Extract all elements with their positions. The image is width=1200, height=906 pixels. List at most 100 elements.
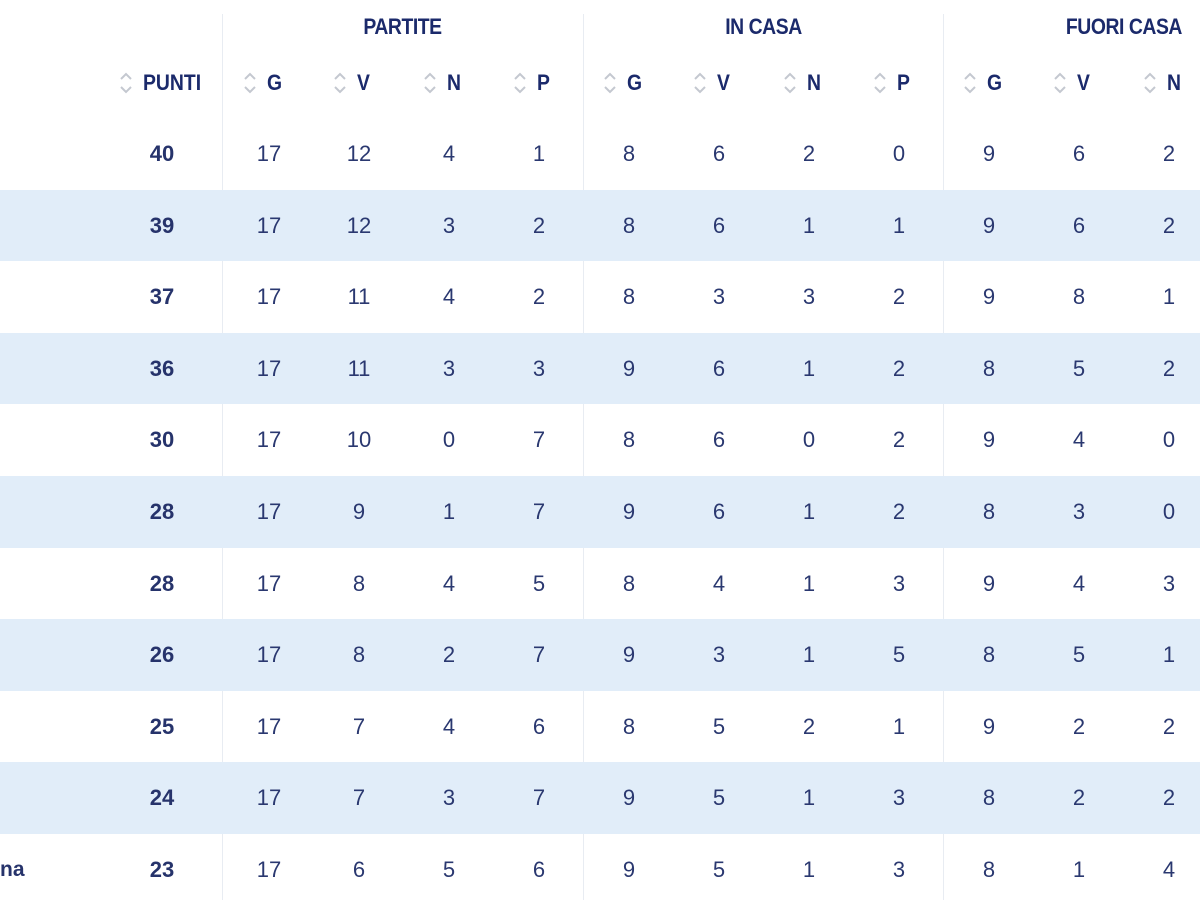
cell-partite-n: 5 [442, 856, 456, 882]
cell-fuori-casa-n: 2 [1162, 713, 1176, 739]
column-label: N [1167, 70, 1181, 95]
sort-updown-icon [782, 70, 798, 96]
table-row[interactable]: 37 17 11 4 2 8 3 3 2 9 8 1 [0, 261, 1200, 333]
cell-punti: 40 [149, 141, 175, 166]
cell-fuori-casa-v: 2 [1072, 785, 1086, 811]
sort-header-fuori-casa-n[interactable]: N [1142, 66, 1183, 100]
table-row[interactable]: 39 17 12 3 2 8 6 1 1 9 6 2 [0, 189, 1200, 262]
sort-updown-icon [692, 70, 708, 96]
sort-header-fuori-casa-g[interactable]: G [962, 66, 1004, 100]
cell-fuori-casa-g: 9 [982, 570, 996, 596]
cell-partite-p: 7 [532, 427, 546, 453]
cell-partite-v: 12 [346, 141, 372, 166]
column-label: V [357, 70, 370, 95]
standings-rows: 40 17 12 4 1 8 6 2 0 9 6 2 39 17 12 3 2 8 6 1 1 9 6 2 37 17 11 4 2 8 3… [0, 118, 1200, 906]
column-divider [583, 14, 584, 900]
cell-partite-v: 11 [347, 284, 371, 310]
sort-updown-icon [512, 70, 528, 96]
cell-partite-v: 9 [352, 498, 366, 524]
table-row[interactable]: 36 17 11 3 3 9 6 1 2 8 5 2 [0, 332, 1200, 405]
sort-updown-icon [422, 70, 438, 96]
cell-partite-v: 6 [352, 856, 366, 882]
cell-punti: 37 [149, 284, 175, 310]
table-row[interactable]: 25 17 7 4 6 8 5 2 1 9 2 2 [0, 691, 1200, 763]
cell-in-casa-p: 2 [892, 498, 906, 524]
cell-fuori-casa-v: 3 [1072, 498, 1086, 524]
cell-partite-p: 7 [532, 498, 546, 524]
sort-header-partite-p[interactable]: P [512, 66, 552, 100]
cell-in-casa-n: 1 [802, 498, 816, 524]
cell-in-casa-g: 9 [622, 856, 636, 882]
cell-fuori-casa-g: 9 [982, 284, 996, 310]
sort-updown-icon [242, 70, 258, 96]
sort-header-fuori-casa-v[interactable]: V [1052, 66, 1092, 100]
cell-fuori-casa-n: 0 [1162, 427, 1176, 453]
cell-partite-v: 7 [352, 785, 366, 811]
cell-in-casa-g: 8 [622, 713, 636, 739]
column-label: P [537, 70, 550, 95]
cell-in-casa-p: 3 [892, 785, 906, 811]
cell-in-casa-v: 6 [712, 498, 726, 524]
cell-in-casa-n: 2 [802, 713, 816, 739]
cell-fuori-casa-n: 4 [1162, 856, 1176, 882]
sort-updown-icon [118, 70, 134, 96]
team-name[interactable]: na [0, 857, 25, 881]
cell-punti: 28 [149, 498, 175, 524]
sort-header-punti[interactable]: PUNTI [118, 66, 209, 100]
sort-header-in-casa-g[interactable]: G [602, 66, 644, 100]
cell-punti: 26 [149, 642, 175, 668]
cell-partite-g: 17 [256, 498, 282, 524]
group-header-in-casa: IN CASA [725, 14, 802, 39]
sort-header-partite-n[interactable]: N [422, 66, 463, 100]
cell-in-casa-g: 8 [622, 427, 636, 453]
column-divider [943, 14, 944, 900]
table-row[interactable]: 24 17 7 3 7 9 5 1 3 8 2 2 [0, 762, 1200, 834]
cell-fuori-casa-n: 1 [1162, 284, 1176, 310]
column-label: G [627, 70, 643, 95]
cell-partite-p: 3 [532, 355, 546, 381]
table-row[interactable]: 30 17 10 0 7 8 6 0 2 9 4 0 [0, 404, 1200, 476]
cell-partite-v: 7 [352, 713, 366, 739]
table-row[interactable]: na 23 17 6 5 6 9 5 1 3 8 1 4 [0, 834, 1200, 906]
cell-partite-n: 2 [442, 642, 456, 668]
cell-fuori-casa-g: 8 [982, 498, 996, 524]
table-row[interactable]: 40 17 12 4 1 8 6 2 0 9 6 2 [0, 118, 1200, 190]
cell-in-casa-v: 3 [712, 284, 726, 310]
cell-partite-n: 3 [442, 212, 456, 238]
sort-header-partite-g[interactable]: G [242, 66, 284, 100]
cell-fuori-casa-n: 0 [1162, 498, 1176, 524]
column-label: V [1077, 70, 1090, 95]
cell-partite-p: 1 [532, 141, 546, 166]
cell-fuori-casa-g: 9 [982, 212, 996, 238]
cell-in-casa-g: 9 [622, 785, 636, 811]
sort-header-in-casa-v[interactable]: V [692, 66, 732, 100]
sort-updown-icon [1142, 70, 1158, 96]
cell-partite-g: 17 [256, 141, 282, 166]
cell-in-casa-p: 2 [892, 355, 906, 381]
cell-partite-g: 17 [256, 212, 282, 238]
sort-header-in-casa-n[interactable]: N [782, 66, 823, 100]
group-header-fuori-casa: FUORI CASA [1065, 14, 1183, 39]
cell-partite-v: 12 [346, 212, 372, 238]
cell-in-casa-n: 1 [802, 212, 816, 238]
table-row[interactable]: 28 17 9 1 7 9 6 1 2 8 3 0 [0, 475, 1200, 548]
column-label: V [717, 70, 730, 95]
sort-updown-icon [1052, 70, 1068, 96]
cell-in-casa-g: 9 [622, 642, 636, 668]
column-label: PUNTI [143, 70, 202, 95]
cell-partite-n: 4 [442, 284, 456, 310]
sort-header-in-casa-p[interactable]: P [872, 66, 912, 100]
cell-partite-p: 2 [532, 284, 546, 310]
cell-in-casa-g: 8 [622, 284, 636, 310]
cell-in-casa-v: 5 [712, 713, 726, 739]
sort-updown-icon [602, 70, 618, 96]
table-row[interactable]: 28 17 8 4 5 8 4 1 3 9 4 3 [0, 548, 1200, 620]
cell-in-casa-n: 2 [802, 141, 816, 166]
sort-header-partite-v[interactable]: V [332, 66, 372, 100]
cell-partite-p: 2 [532, 212, 546, 238]
cell-partite-g: 17 [256, 642, 282, 668]
cell-punti: 39 [149, 212, 175, 238]
table-row[interactable]: 26 17 8 2 7 9 3 1 5 8 5 1 [0, 619, 1200, 691]
cell-in-casa-v: 6 [712, 212, 726, 238]
cell-in-casa-p: 0 [892, 141, 906, 166]
